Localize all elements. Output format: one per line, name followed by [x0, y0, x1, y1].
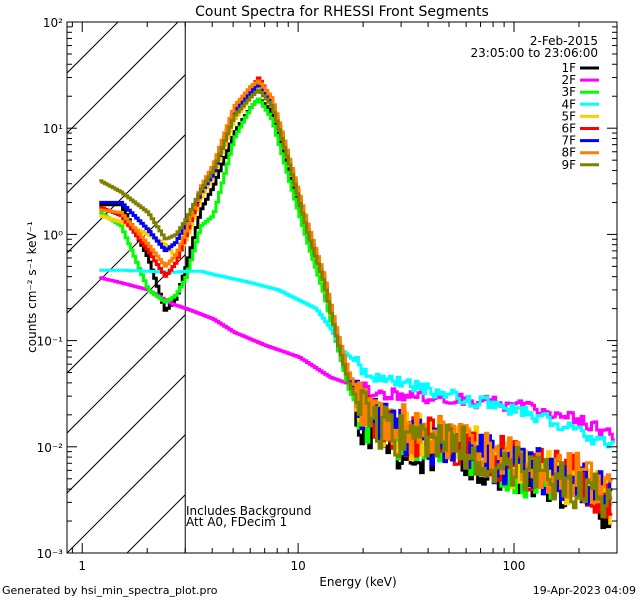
legend-label-1F: 1F	[561, 61, 576, 75]
hatch-line	[67, 374, 186, 494]
plot-frame	[66, 21, 618, 554]
hatch-line	[67, 194, 186, 314]
legend-label-2F: 2F	[561, 73, 576, 87]
legend-label-3F: 3F	[561, 85, 576, 99]
hatch-line	[67, 254, 186, 374]
y-tick-label: 10⁰	[43, 228, 63, 242]
x-tick-label: 10	[290, 559, 305, 573]
y-axis-label: counts cm⁻² s⁻¹ keV⁻¹	[25, 221, 39, 353]
annotation-attenuator: Att A0, FDecim 1	[186, 515, 287, 529]
x-tick-label: 1	[78, 559, 86, 573]
footer-generated-by: Generated by hsi_min_spectra_plot.pro	[2, 584, 218, 597]
legend-label-9F: 9F	[561, 158, 576, 172]
hatch-line	[67, 434, 186, 553]
legend-label-6F: 6F	[561, 122, 576, 136]
annotation-background: Includes Background	[186, 504, 311, 518]
axis-ticks: 1 10 100 10² 10¹ 10⁰ 10⁻¹ 10⁻² 10⁻³	[37, 16, 618, 573]
y-tick-label: 10⁻²	[37, 441, 64, 455]
y-tick-label: 10¹	[43, 122, 63, 136]
legend-time-range: 23:05:00 to 23:06:00	[471, 46, 598, 60]
y-tick-label: 10⁻¹	[37, 335, 64, 349]
series-layer	[99, 76, 615, 530]
series-line-4F	[99, 268, 615, 449]
hatch-line	[67, 22, 179, 134]
series-line-9F	[99, 88, 613, 519]
hatched-region	[67, 22, 186, 553]
x-tick-label: 100	[503, 559, 526, 573]
footer-timestamp: 19-Apr-2023 04:09	[533, 584, 636, 597]
chart-title: Count Spectra for RHESSI Front Segments	[195, 4, 489, 20]
hatch-line	[67, 74, 186, 194]
legend-label-8F: 8F	[561, 146, 576, 160]
x-axis-label: Energy (keV)	[319, 575, 396, 589]
series-line-1F	[99, 97, 613, 530]
legend-label-7F: 7F	[561, 134, 576, 148]
y-tick-label: 10⁻³	[37, 547, 64, 561]
legend-label-4F: 4F	[561, 97, 576, 111]
legend-label-5F: 5F	[561, 109, 576, 123]
y-tick-label: 10²	[43, 16, 63, 30]
legend-date: 2-Feb-2015	[530, 34, 598, 48]
